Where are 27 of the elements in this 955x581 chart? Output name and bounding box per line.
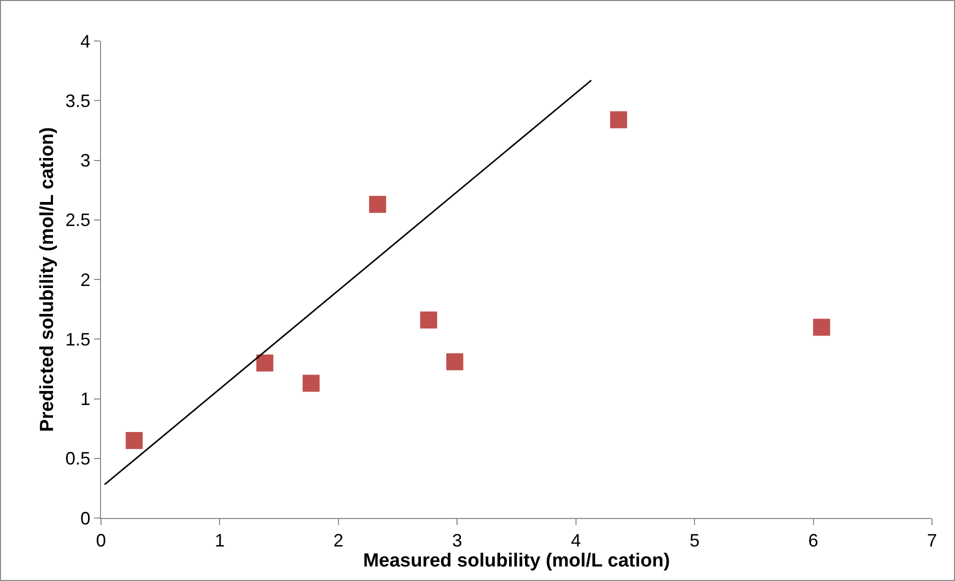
y-tick-label: 3	[80, 150, 90, 171]
x-tick-label: 6	[808, 530, 818, 551]
y-tick-label: 1.5	[65, 329, 90, 350]
point	[610, 111, 628, 128]
y-tick-label: 4	[80, 31, 90, 52]
point	[813, 318, 830, 336]
point	[446, 353, 464, 370]
x-axis-title: Measured solubility (mol/L cation)	[363, 550, 670, 572]
point	[420, 312, 438, 329]
x-tick-label: 2	[333, 530, 344, 551]
point	[369, 196, 386, 213]
x-tick-label: 1	[214, 530, 225, 551]
point	[126, 432, 143, 449]
y-axis-title: Predicted solubility (mol/L cation)	[37, 127, 58, 432]
x-tick-label: 5	[690, 530, 700, 551]
x-tick-label: 3	[452, 530, 462, 551]
y-tick-label: 1	[80, 389, 90, 410]
y-tick-label: 3.5	[65, 90, 90, 111]
x-tick-label: 4	[570, 530, 581, 551]
point	[256, 354, 274, 372]
y-tick-label: 2.5	[65, 210, 90, 230]
x-tick-label: 0	[96, 530, 106, 551]
y-tick-label: 0.5	[65, 448, 90, 469]
x-tick-label: 7	[926, 530, 938, 551]
y-tick-label: 2	[80, 270, 90, 290]
point	[302, 374, 320, 392]
y-tick-label: 0	[80, 508, 90, 528]
